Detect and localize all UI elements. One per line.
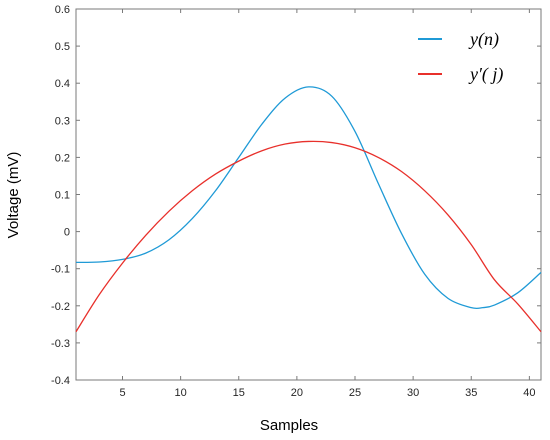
x-tick-label: 35 [465, 387, 477, 399]
legend-label-y-n: y(n) [468, 29, 499, 50]
y-tick-label: 0.4 [55, 78, 70, 90]
y-tick-label: 0.5 [55, 41, 70, 53]
y-tick-label: 0 [64, 227, 70, 239]
y-tick-label: 0.1 [55, 190, 70, 202]
y-tick-label: -0.3 [51, 338, 70, 350]
y-axis-label: Voltage (mV) [5, 152, 22, 239]
x-tick-label: 15 [233, 387, 245, 399]
y-axis: -0.4 -0.3 -0.2 -0.1 0 0.1 0.2 0.3 0.4 0.5 0.6 [51, 4, 541, 387]
y-tick-label: 0.2 [55, 152, 70, 164]
series-line-y-n [75, 86, 542, 310]
x-tick-label: 40 [523, 387, 535, 399]
x-tick-label: 10 [175, 387, 187, 399]
y-tick-label: -0.2 [51, 301, 70, 313]
x-tick-label: 20 [291, 387, 303, 399]
x-tick-label: 30 [407, 387, 419, 399]
y-tick-label: 0.6 [55, 4, 70, 16]
legend-label-y-prime-j: y′( j) [468, 64, 503, 85]
series-line-y-prime-j [75, 140, 542, 333]
x-tick-label: 25 [349, 387, 361, 399]
x-axis-label: Samples [260, 417, 318, 434]
x-tick-label: 5 [119, 387, 125, 399]
x-axis: 5 10 15 20 25 30 35 40 [119, 9, 536, 399]
y-tick-label: 0.3 [55, 115, 70, 127]
plot-area [75, 8, 542, 381]
legend: y(n) y′( j) [418, 29, 503, 85]
y-tick-label: -0.1 [51, 264, 70, 276]
series-layer [75, 86, 542, 333]
y-tick-label: -0.4 [51, 375, 70, 387]
